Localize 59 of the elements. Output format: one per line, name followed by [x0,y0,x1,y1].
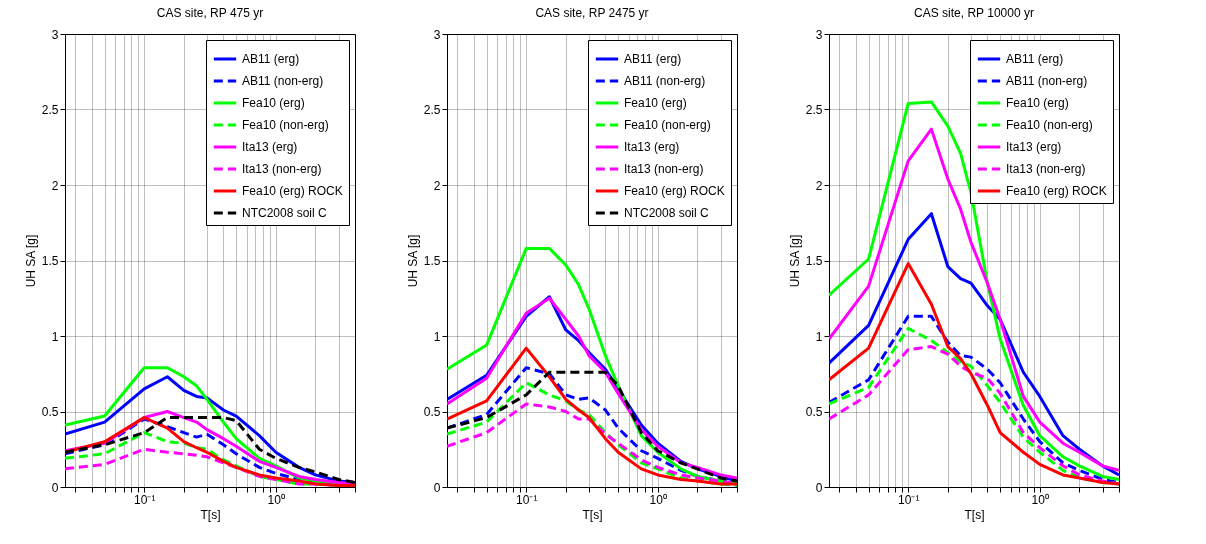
y-tick-label: 1.5 [423,254,441,268]
legend-label: NTC2008 soil C [624,206,710,220]
legend-label: AB11 (non-erg) [242,74,324,88]
legend-label: Fea10 (erg) ROCK [624,184,725,198]
y-tick-label: 2.5 [805,103,823,117]
y-tick-label: 0.5 [423,405,441,419]
legend-label: Fea10 (non-erg) [624,118,711,132]
legend-label: Fea10 (erg) [1006,96,1069,110]
y-tick-label: 0.5 [41,405,59,419]
legend-label: Fea10 (erg) [242,96,305,110]
x-axis-title: T[s] [582,507,603,522]
x-tick-label: 10⁰ [267,492,285,507]
legend-label: AB11 (non-erg) [1006,74,1088,88]
legend-label: AB11 (erg) [1006,52,1064,66]
y-tick-label: 1 [51,329,59,344]
legend-label: AB11 (non-erg) [624,74,706,88]
x-tick-label: 10⁰ [649,492,667,507]
legend-label: Ita13 (non-erg) [1006,162,1086,176]
y-tick-label: 1 [815,329,823,344]
legend-label: Ita13 (erg) [1006,140,1062,154]
y-axis-title: UH SA [g] [405,234,420,288]
x-tick-label: 10⁻¹ [898,492,920,507]
legend-label: Ita13 (erg) [624,140,680,154]
y-tick-label: 3 [815,27,823,42]
y-tick-label: 2.5 [423,103,441,117]
y-axis-title: UH SA [g] [787,234,802,288]
y-tick-label: 0 [815,480,823,495]
legend-label: Fea10 (non-erg) [242,118,329,132]
legend-label: Fea10 (erg) ROCK [1006,184,1107,198]
legend-label: Fea10 (non-erg) [1006,118,1093,132]
legend-label: Fea10 (erg) ROCK [242,184,343,198]
legend-label: Ita13 (non-erg) [242,162,322,176]
chart-title: CAS site, RP 475 yr [156,6,264,20]
legend-label: Fea10 (erg) [624,96,687,110]
legend-label: NTC2008 soil C [242,206,328,220]
y-tick-label: 2.5 [41,103,59,117]
y-tick-label: 2 [815,178,823,193]
y-tick-label: 0.5 [805,405,823,419]
x-tick-label: 10⁻¹ [134,492,156,507]
y-tick-label: 1 [433,329,441,344]
y-tick-label: 3 [51,27,59,42]
y-tick-label: 2 [433,178,441,193]
legend-label: AB11 (erg) [624,52,682,66]
x-tick-label: 10⁰ [1031,492,1049,507]
legend-label: AB11 (erg) [242,52,300,66]
y-tick-label: 0 [51,480,59,495]
legend-label: Ita13 (non-erg) [624,162,704,176]
y-tick-label: 1.5 [805,254,823,268]
x-tick-label: 10⁻¹ [516,492,538,507]
y-tick-label: 0 [433,480,441,495]
y-tick-label: 2 [51,178,59,193]
chart-title: CAS site, RP 2475 yr [535,6,649,20]
x-axis-title: T[s] [200,507,221,522]
x-axis-title: T[s] [964,507,985,522]
y-tick-label: 1.5 [41,254,59,268]
y-axis-title: UH SA [g] [23,234,38,288]
chart-title: CAS site, RP 10000 yr [914,6,1034,20]
y-tick-label: 3 [433,27,441,42]
legend-label: Ita13 (erg) [242,140,298,154]
